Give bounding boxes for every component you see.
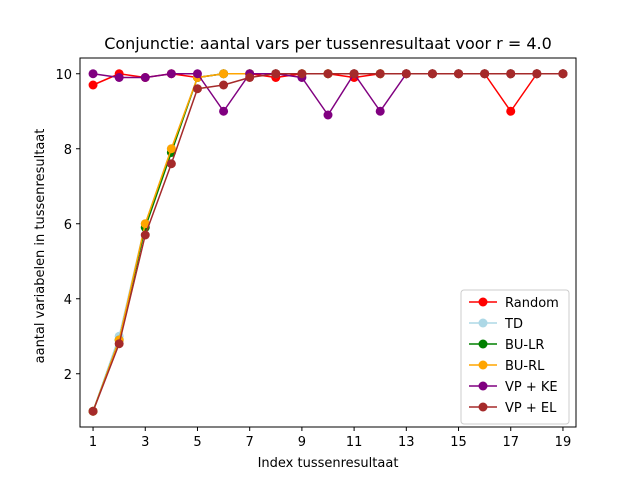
- series-5-point: [192, 84, 202, 94]
- legend-marker-5: [478, 402, 488, 412]
- series-5-point: [532, 69, 542, 79]
- series-5-point: [506, 69, 516, 79]
- y-tick-label: 8: [64, 143, 72, 158]
- series-5-point: [454, 69, 464, 79]
- series-5-point: [114, 339, 124, 349]
- series-5-point: [558, 69, 568, 79]
- x-tick-label: 19: [555, 435, 572, 450]
- x-axis-label: Index tussenresultaat: [258, 456, 399, 471]
- x-tick-label: 7: [246, 435, 254, 450]
- series-0-point: [88, 80, 98, 90]
- x-tick-label: 5: [193, 435, 201, 450]
- legend-marker-2: [478, 339, 488, 349]
- series-5-point: [349, 69, 359, 79]
- legend-label-2: BU-LR: [505, 338, 544, 353]
- series-5-point: [323, 69, 333, 79]
- series-4-point: [140, 73, 150, 82]
- x-tick-label: 15: [450, 435, 467, 450]
- x-tick-label: 13: [398, 435, 415, 450]
- legend: Random TD BU-LR BU-RL VP + KE VP + EL: [460, 289, 570, 425]
- y-tick-label: 6: [64, 218, 72, 233]
- series-5-point: [427, 69, 437, 79]
- x-tick-label: 9: [298, 435, 306, 450]
- legend-label-4: VP + KE: [505, 380, 558, 395]
- series-3-point: [219, 69, 229, 79]
- series-5-point: [297, 69, 307, 79]
- series-5-point: [245, 73, 255, 82]
- x-tick-label: 11: [346, 435, 363, 450]
- chart-title: Conjunctie: aantal vars per tussenresult…: [104, 34, 552, 53]
- series-4-point: [323, 110, 333, 120]
- y-tick-label: 4: [64, 293, 72, 308]
- series-4-point: [219, 106, 229, 116]
- series-5-point: [401, 69, 411, 79]
- series-5-point: [271, 69, 281, 79]
- series-5-point: [140, 230, 150, 240]
- legend-marker-4: [478, 381, 488, 391]
- y-tick-label: 10: [55, 68, 72, 83]
- legend-label-5: VP + EL: [505, 401, 557, 416]
- series-4-point: [88, 69, 98, 79]
- x-tick-label: 17: [502, 435, 519, 450]
- series-5-point: [375, 69, 385, 79]
- series-3-point: [166, 144, 176, 154]
- legend-marker-3: [478, 360, 488, 370]
- series-4-point: [166, 69, 176, 79]
- series-5-point: [219, 80, 229, 90]
- legend-label-0: Random: [505, 296, 559, 311]
- x-tick-label: 3: [141, 435, 149, 450]
- series-3-point: [140, 219, 150, 229]
- series-5-point: [88, 406, 98, 416]
- series-5-point: [166, 159, 176, 169]
- y-tick-label: 2: [64, 368, 72, 383]
- series-5-point: [480, 69, 490, 79]
- axes-frame: [79, 57, 577, 428]
- series-4-point: [192, 69, 202, 79]
- legend-label-1: TD: [504, 317, 523, 332]
- y-axis-label: aantal variabelen in tussenresultaat: [33, 129, 48, 364]
- x-tick-label: 1: [89, 435, 97, 450]
- series-4-point: [114, 73, 124, 82]
- series-0-point: [506, 106, 516, 116]
- legend-marker-0: [478, 297, 488, 307]
- series-4-point: [375, 106, 385, 116]
- legend-label-3: BU-RL: [505, 359, 545, 374]
- legend-marker-1: [478, 318, 488, 328]
